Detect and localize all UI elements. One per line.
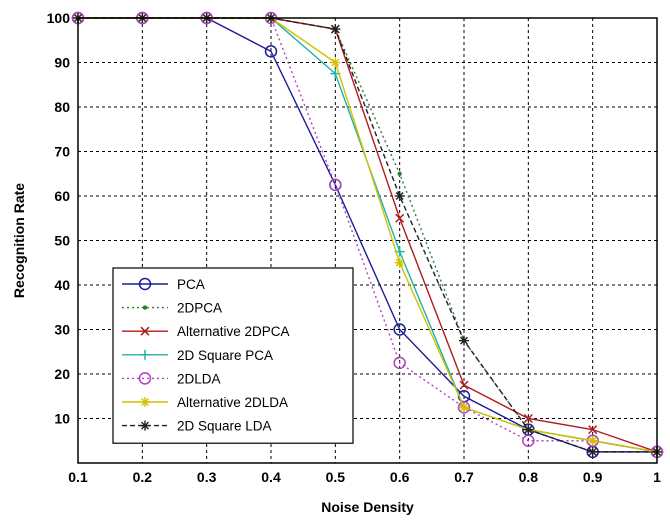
legend-item: 2D Square LDA xyxy=(122,419,272,434)
data-point xyxy=(459,335,469,346)
y-tick-label: 10 xyxy=(54,411,70,427)
legend-marker xyxy=(140,420,150,431)
x-tick-label: 0.1 xyxy=(68,469,88,485)
legend-label: 2D Square PCA xyxy=(177,348,273,363)
x-tick-label: 1 xyxy=(653,469,661,485)
data-point xyxy=(588,425,598,435)
data-point xyxy=(587,435,598,446)
data-point xyxy=(393,356,406,370)
x-tick-label: 0.3 xyxy=(197,469,217,485)
data-point xyxy=(459,380,469,390)
x-tick-label: 0.8 xyxy=(519,469,539,485)
y-tick-label: 80 xyxy=(54,99,70,115)
legend-label: Alternative 2DLDA xyxy=(177,395,288,410)
legend-marker xyxy=(140,326,150,336)
y-tick-label: 20 xyxy=(54,366,70,382)
x-tick-label: 0.4 xyxy=(261,469,281,485)
x-tick-label: 0.6 xyxy=(390,469,410,485)
legend-marker xyxy=(138,372,152,385)
data-point xyxy=(394,257,405,268)
data-point xyxy=(393,323,406,336)
legend-marker xyxy=(138,277,152,291)
data-point xyxy=(523,413,533,424)
legend-item: 2DLDA xyxy=(122,371,221,386)
legend-item: 2DPCA xyxy=(122,301,222,316)
x-axis-label: Noise Density xyxy=(321,499,414,515)
legend-marker xyxy=(140,397,150,407)
legend-marker xyxy=(140,349,150,360)
legend-item: 2D Square PCA xyxy=(122,348,273,363)
y-tick-label: 60 xyxy=(54,188,70,204)
data-point xyxy=(586,434,599,447)
x-tick-label: 0.9 xyxy=(583,469,603,485)
plot-frame xyxy=(77,17,658,464)
data-point xyxy=(457,401,471,414)
data-point xyxy=(397,171,402,176)
legend-label: 2DLDA xyxy=(177,371,221,386)
legend: PCA 2DPCA Alternative 2DPCA 2D Square PCA 2D… xyxy=(112,267,354,444)
y-tick-label: 90 xyxy=(54,55,70,71)
data-point xyxy=(587,446,598,457)
legend-label: 2D Square LDA xyxy=(177,419,272,434)
data-point xyxy=(329,178,342,192)
legend-box xyxy=(112,267,354,444)
data-point xyxy=(394,191,405,201)
legend-label: PCA xyxy=(177,277,205,292)
y-tick-label: 50 xyxy=(54,233,70,249)
data-point xyxy=(522,434,535,447)
legend-label: 2DPCA xyxy=(177,301,222,316)
legend-item: Alternative 2DLDA xyxy=(122,395,288,410)
legend-item: Alternative 2DPCA xyxy=(122,324,290,339)
legend-item: PCA xyxy=(122,277,205,292)
x-tick-label: 0.2 xyxy=(133,469,153,485)
data-point xyxy=(330,24,341,35)
data-point xyxy=(264,45,278,58)
x-tick-label: 0.7 xyxy=(454,469,474,485)
data-point xyxy=(395,213,405,223)
y-tick-label: 30 xyxy=(54,322,70,338)
legend-label: Alternative 2DPCA xyxy=(177,324,290,339)
data-point xyxy=(459,402,469,413)
y-tick-label: 40 xyxy=(54,277,70,293)
data-point xyxy=(330,57,341,68)
legend-marker xyxy=(142,305,148,310)
y-tick-label: 100 xyxy=(47,10,71,26)
data-point xyxy=(523,424,534,435)
x-tick-label: 0.5 xyxy=(326,469,346,485)
y-tick-label: 70 xyxy=(54,144,70,160)
y-axis-label: Recognition Rate xyxy=(11,183,27,298)
ticks-layer: 0.1 0.2 0.3 0.4 0.5 0.6 0.7 0.8 0.9 1 10 20 30 40 50 60… xyxy=(47,10,661,485)
